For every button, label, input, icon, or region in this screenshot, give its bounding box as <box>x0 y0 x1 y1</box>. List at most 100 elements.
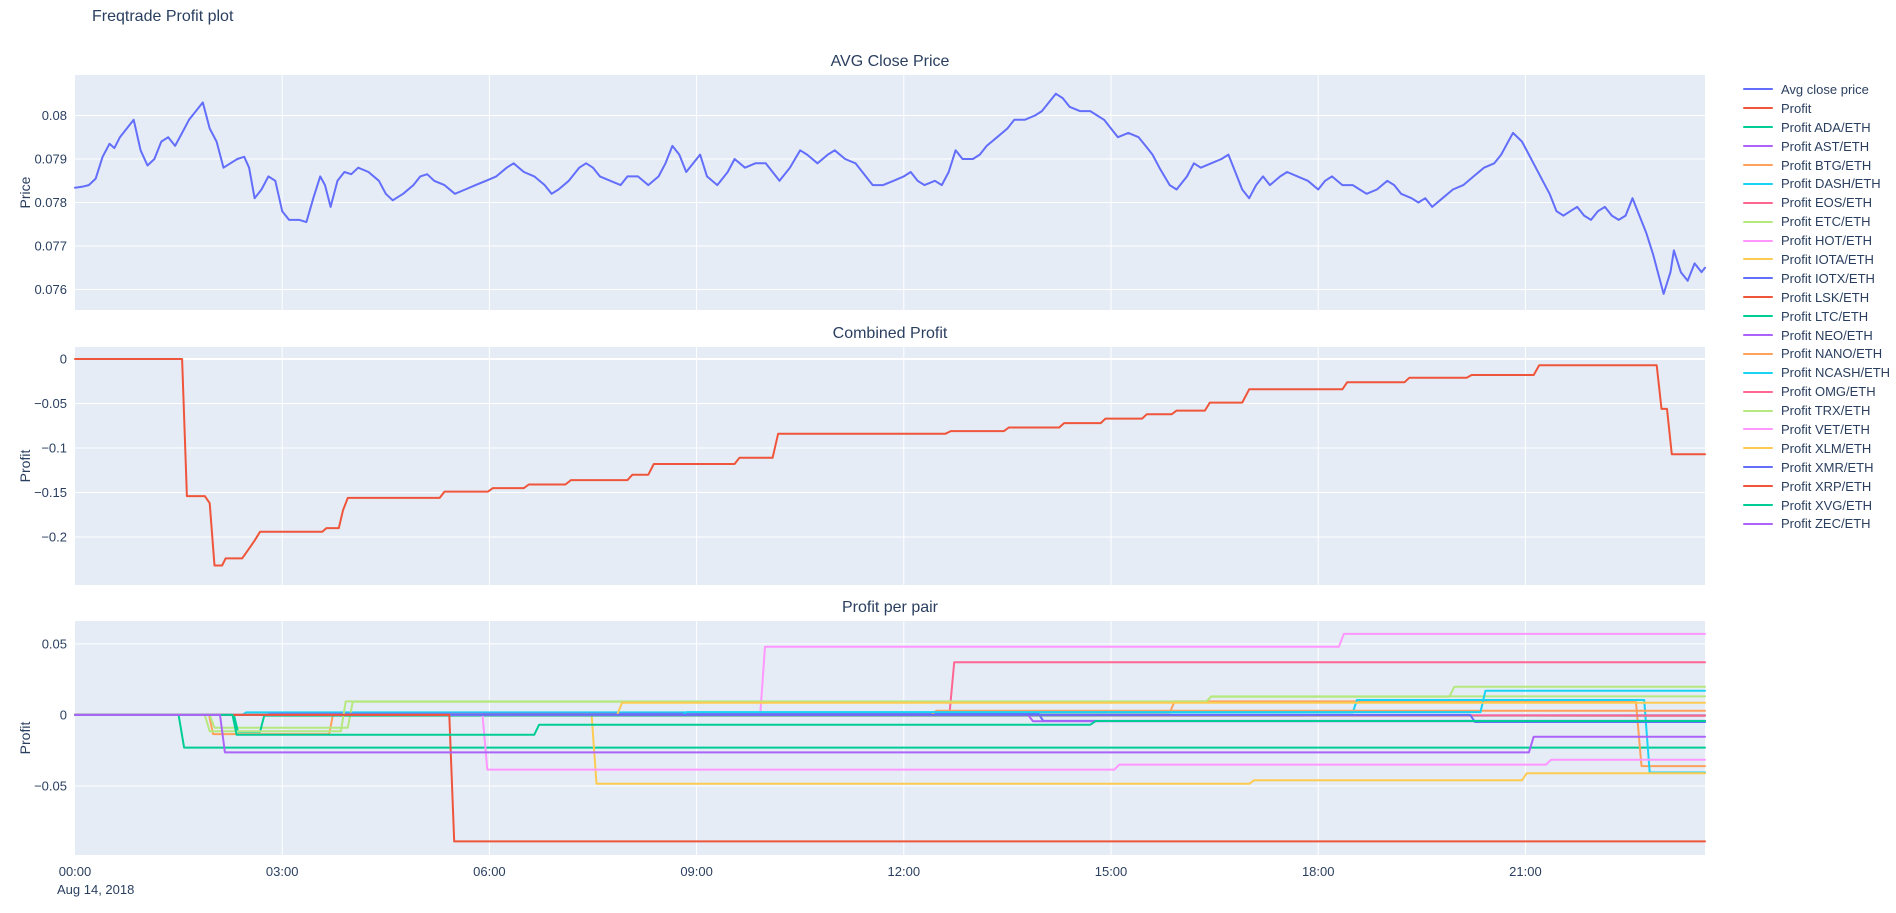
subplot-title-profit-per-pair: Profit per pair <box>842 599 939 616</box>
legend-line-swatch <box>1743 390 1773 393</box>
y-tick-label: −0.1 <box>41 441 67 456</box>
legend-line-swatch <box>1743 220 1773 223</box>
legend-item-avg-close-price[interactable]: Avg close price <box>1743 80 1890 99</box>
series-profit-zec-eth[interactable] <box>74 713 1706 754</box>
y-tick-label: 0 <box>60 707 67 722</box>
legend-item-label: Profit DASH/ETH <box>1781 176 1881 192</box>
legend-item-profit-ltc-eth[interactable]: Profit LTC/ETH <box>1743 307 1890 326</box>
legend-line-swatch <box>1743 277 1773 280</box>
legend-item-profit-hot-eth[interactable]: Profit HOT/ETH <box>1743 231 1890 250</box>
subplot-avg-close-price: 0.08 0.079 0.078 0.077 0.076 AVG Close Price P… <box>17 53 1706 310</box>
legend-item-label: Profit TRX/ETH <box>1781 403 1871 419</box>
x-tick-label: 15:00 <box>1095 864 1128 879</box>
legend-item-profit-eos-eth[interactable]: Profit EOS/ETH <box>1743 193 1890 212</box>
legend-item-profit-vet-eth[interactable]: Profit VET/ETH <box>1743 420 1890 439</box>
legend-line-swatch <box>1743 466 1773 469</box>
legend-item-profit-zec-eth[interactable]: Profit ZEC/ETH <box>1743 514 1890 533</box>
legend-item-label: Profit VET/ETH <box>1781 421 1870 437</box>
y-tick-label: 0.077 <box>34 239 67 254</box>
legend-item-profit-lsk-eth[interactable]: Profit LSK/ETH <box>1743 288 1890 307</box>
legend-item-profit-btg-eth[interactable]: Profit BTG/ETH <box>1743 156 1890 175</box>
y-tick-label: 0 <box>60 352 67 367</box>
legend-item-profit-omg-eth[interactable]: Profit OMG/ETH <box>1743 382 1890 401</box>
plot-area-combined-profit[interactable] <box>75 347 1705 585</box>
plot-area-avg-close-price[interactable] <box>75 75 1705 310</box>
legend-item-profit-ncash-eth[interactable]: Profit NCASH/ETH <box>1743 363 1890 382</box>
x-tick-label: 09:00 <box>680 864 713 879</box>
legend-item-label: Profit ETC/ETH <box>1781 214 1871 230</box>
legend-item-profit-xrp-eth[interactable]: Profit XRP/ETH <box>1743 477 1890 496</box>
x-tick-label: 12:00 <box>888 864 921 879</box>
subplot-combined-profit: 0 −0.05 −0.1 −0.15 −0.2 Combined Profit Profit <box>17 325 1706 585</box>
legend-item-profit-iota-eth[interactable]: Profit IOTA/ETH <box>1743 250 1890 269</box>
legend-item-profit-ast-eth[interactable]: Profit AST/ETH <box>1743 137 1890 156</box>
y-tick-label: 0.078 <box>34 195 67 210</box>
legend-item-profit-xlm-eth[interactable]: Profit XLM/ETH <box>1743 439 1890 458</box>
legend-item-label: Profit XRP/ETH <box>1781 478 1872 494</box>
y-axis-title-combined-profit: Profit <box>17 450 33 483</box>
legend-line-swatch <box>1743 126 1773 129</box>
series-profit-trx-eth[interactable] <box>74 685 1706 733</box>
legend-item-label: Profit OMG/ETH <box>1781 384 1876 400</box>
x-axis: 00:00 03:00 06:00 09:00 12:00 15:00 18:00 21:00… <box>57 864 1542 897</box>
series-profit[interactable] <box>74 358 1706 567</box>
legend-line-swatch <box>1743 239 1773 242</box>
legend-item-label: Profit XVG/ETH <box>1781 497 1873 513</box>
series-profit-xrp-eth[interactable] <box>74 713 1706 843</box>
series-profit-xvg-eth[interactable] <box>74 713 1706 736</box>
legend-line-swatch <box>1743 371 1773 374</box>
y-tick-label: −0.15 <box>34 485 67 500</box>
page-title: Freqtrade Profit plot <box>92 8 234 25</box>
series-profit-iota-eth[interactable] <box>74 713 1706 785</box>
legend-item-label: Profit EOS/ETH <box>1781 195 1873 211</box>
legend-item-label: Profit NANO/ETH <box>1781 346 1883 362</box>
legend-item-profit-neo-eth[interactable]: Profit NEO/ETH <box>1743 326 1890 345</box>
legend-item-label: Profit ADA/ETH <box>1781 119 1871 135</box>
series-profit-vet-eth[interactable] <box>74 713 1706 771</box>
x-tick-label: 18:00 <box>1302 864 1335 879</box>
legend-item-label: Profit HOT/ETH <box>1781 233 1873 249</box>
legend-item-label: Profit XLM/ETH <box>1781 440 1872 456</box>
subplot-profit-per-pair: 0.05 0 −0.05 Profit per pair Profit <box>17 599 1706 855</box>
x-tick-label: 00:00 <box>59 864 92 879</box>
legend-line-swatch <box>1743 201 1773 204</box>
legend-line-swatch <box>1743 258 1773 261</box>
legend-item-profit-dash-eth[interactable]: Profit DASH/ETH <box>1743 174 1890 193</box>
y-tick-label: −0.2 <box>41 530 67 545</box>
legend-item-profit-etc-eth[interactable]: Profit ETC/ETH <box>1743 212 1890 231</box>
legend-item-label: Profit IOTX/ETH <box>1781 270 1875 286</box>
legend-line-swatch <box>1743 447 1773 450</box>
x-tick-label: 06:00 <box>473 864 506 879</box>
legend-item-label: Profit AST/ETH <box>1781 138 1870 154</box>
legend-item-profit-trx-eth[interactable]: Profit TRX/ETH <box>1743 401 1890 420</box>
y-tick-label: 0.079 <box>34 152 67 167</box>
legend-item-profit-xvg-eth[interactable]: Profit XVG/ETH <box>1743 496 1890 515</box>
y-tick-label: 0.08 <box>42 108 67 123</box>
legend-item-label: Profit NCASH/ETH <box>1781 365 1891 381</box>
legend-line-swatch <box>1743 182 1773 185</box>
legend-item-profit-iotx-eth[interactable]: Profit IOTX/ETH <box>1743 269 1890 288</box>
legend-line-swatch <box>1743 428 1773 431</box>
x-tick-label: 21:00 <box>1509 864 1542 879</box>
legend-line-swatch <box>1743 352 1773 355</box>
legend: Avg close price Profit Profit ADA/ETH Profi… <box>1743 80 1890 533</box>
legend-item-label: Avg close price <box>1781 81 1869 97</box>
legend-item-profit-xmr-eth[interactable]: Profit XMR/ETH <box>1743 458 1890 477</box>
legend-item-label: Profit <box>1781 100 1812 116</box>
legend-item-label: Profit BTG/ETH <box>1781 157 1872 173</box>
legend-line-swatch <box>1743 409 1773 412</box>
legend-item-label: Profit IOTA/ETH <box>1781 251 1874 267</box>
x-axis-date-label: Aug 14, 2018 <box>57 882 134 897</box>
subplot-title-avg-close-price: AVG Close Price <box>831 53 950 70</box>
legend-item-profit[interactable]: Profit <box>1743 99 1890 118</box>
y-axis-title-avg-close-price: Price <box>17 176 33 208</box>
legend-item-profit-ada-eth[interactable]: Profit ADA/ETH <box>1743 118 1890 137</box>
series-avg-close-price[interactable] <box>74 92 1706 295</box>
legend-item-label: Profit ZEC/ETH <box>1781 516 1871 532</box>
plot-area-profit-per-pair[interactable] <box>75 621 1705 855</box>
x-tick-label: 03:00 <box>266 864 299 879</box>
legend-line-swatch <box>1743 107 1773 110</box>
legend-line-swatch <box>1743 88 1773 91</box>
legend-item-profit-nano-eth[interactable]: Profit NANO/ETH <box>1743 344 1890 363</box>
